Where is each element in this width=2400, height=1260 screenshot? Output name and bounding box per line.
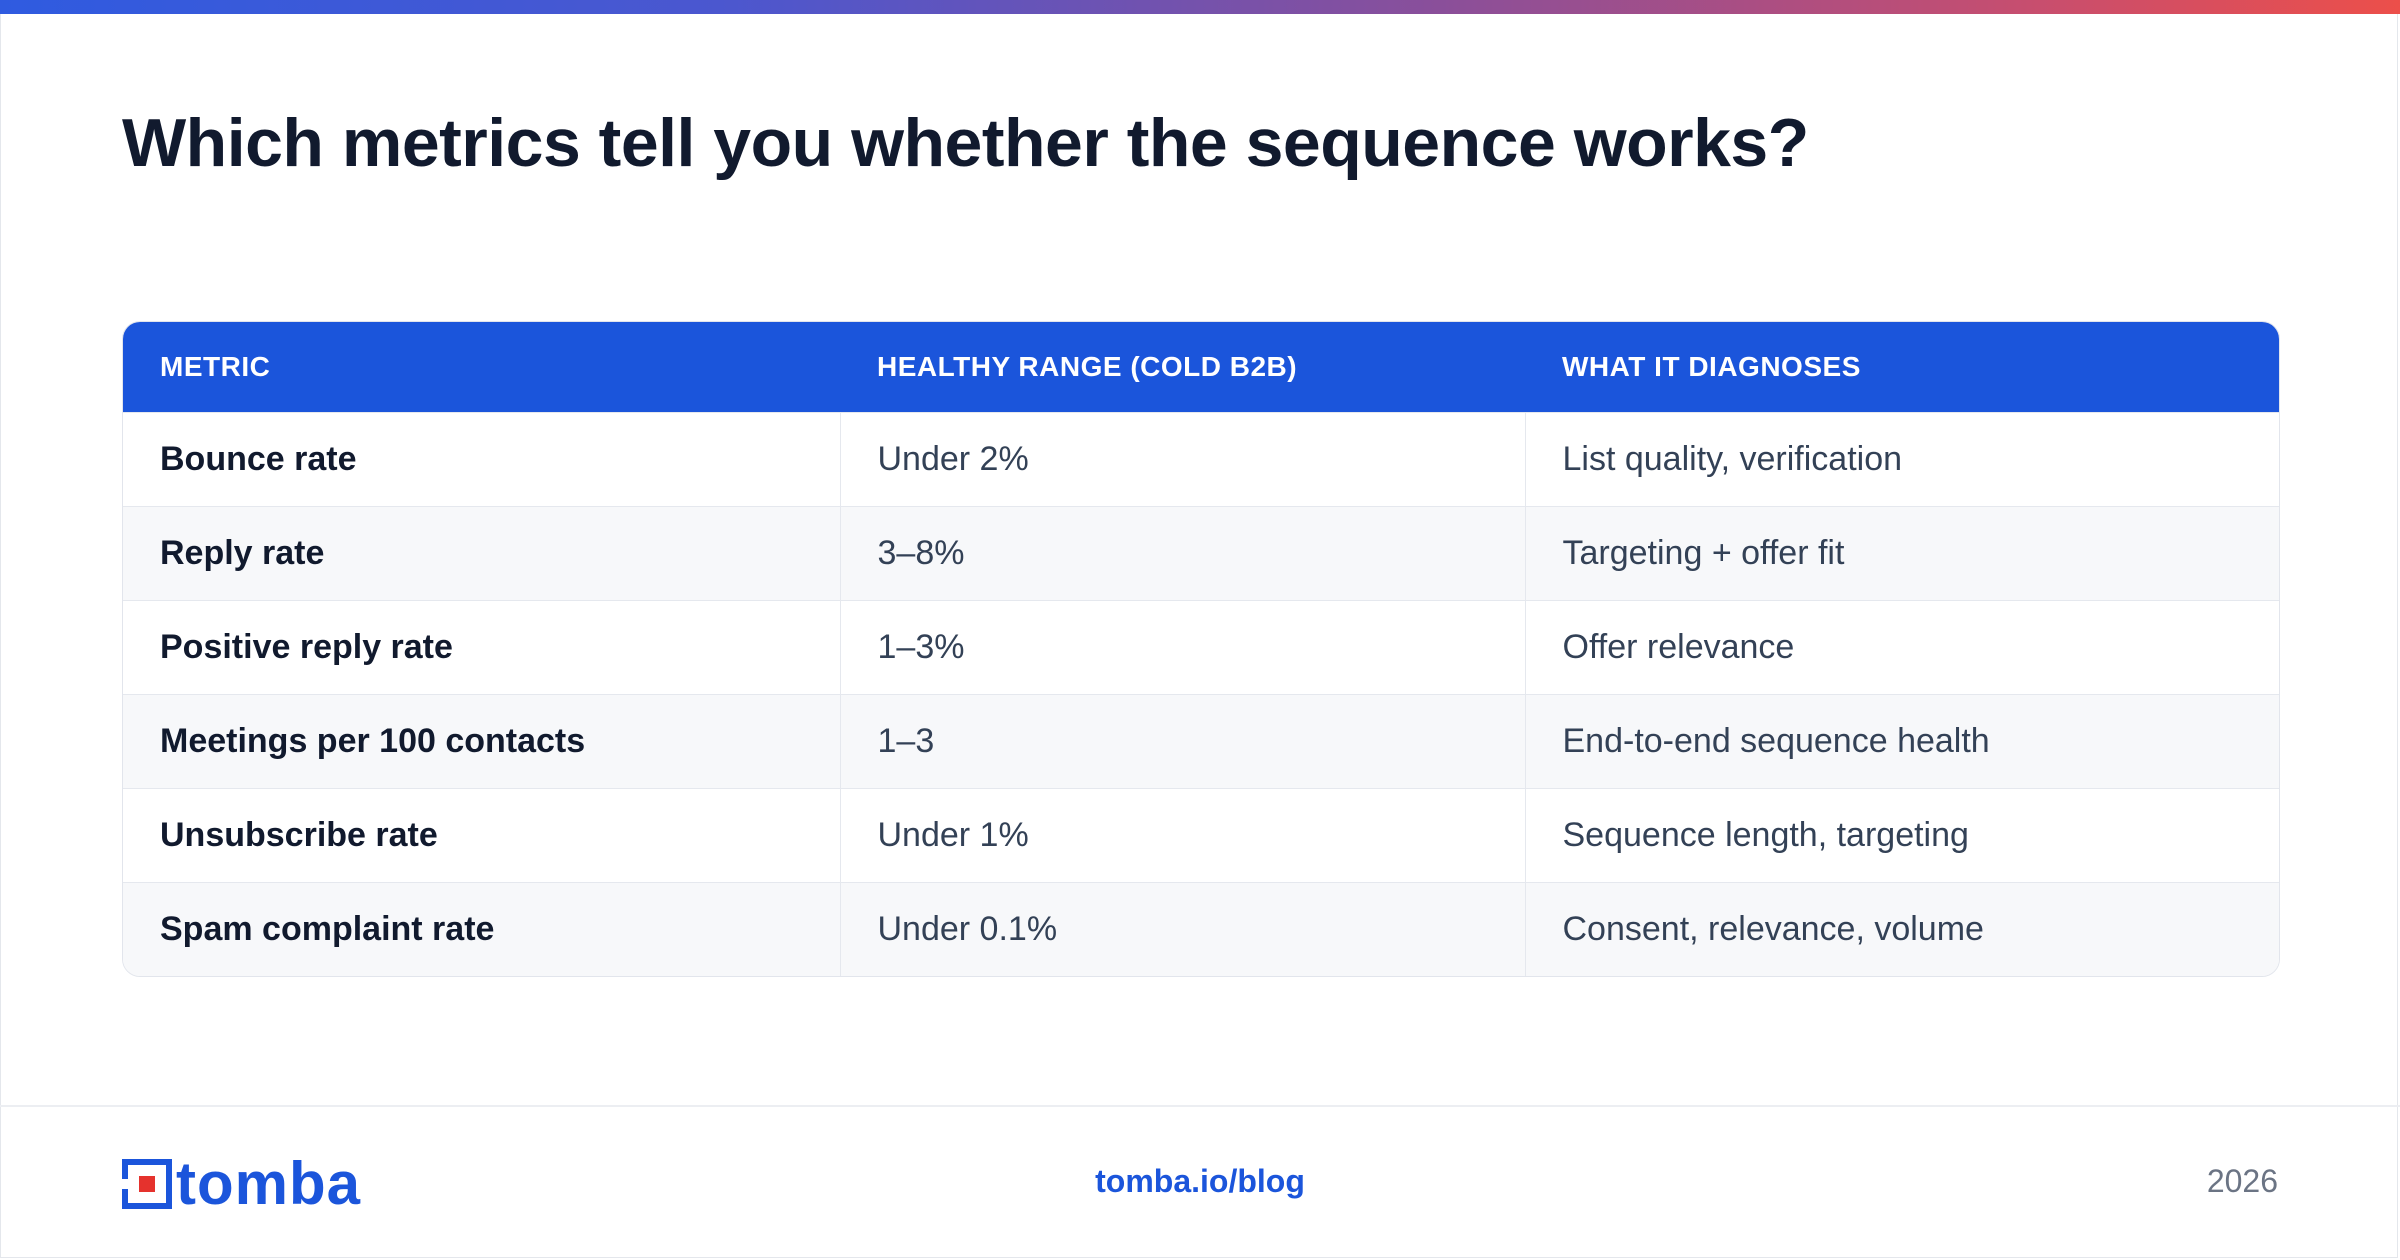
tomba-logo-mark-icon [122, 1159, 172, 1209]
diagnosis-cell: Offer relevance [1524, 599, 2279, 694]
metric-cell: Unsubscribe rate [123, 787, 840, 882]
metrics-table-card: METRIC HEALTHY RANGE (COLD B2B) WHAT IT … [122, 321, 2280, 977]
gradient-top-bar [0, 0, 2400, 14]
table-header-row: METRIC HEALTHY RANGE (COLD B2B) WHAT IT … [123, 322, 2279, 412]
tomba-logo[interactable]: tomba [122, 1150, 361, 1217]
diagnosis-cell: Sequence length, targeting [1524, 787, 2279, 882]
table-row: Unsubscribe rate Under 1% Sequence lengt… [123, 787, 2279, 882]
range-cell: 1–3% [839, 599, 1525, 694]
metric-cell: Meetings per 100 contacts [123, 693, 840, 788]
logo-wordmark: tomba [176, 1150, 361, 1217]
diagnosis-cell: End-to-end sequence health [1524, 693, 2279, 788]
column-header-healthy-range: HEALTHY RANGE (COLD B2B) [877, 350, 1298, 382]
footer-divider [0, 1105, 2400, 1107]
diagnosis-cell: Targeting + offer fit [1524, 505, 2279, 600]
range-cell: 3–8% [839, 505, 1525, 600]
range-cell: Under 1% [839, 787, 1525, 882]
metric-cell: Reply rate [123, 505, 840, 600]
blog-link[interactable]: tomba.io/blog [1095, 1163, 1305, 1199]
range-cell: Under 0.1% [839, 881, 1525, 976]
table-row: Spam complaint rate Under 0.1% Consent, … [123, 881, 2279, 976]
diagnosis-cell: Consent, relevance, volume [1524, 881, 2279, 976]
table-row: Positive reply rate 1–3% Offer relevance [123, 599, 2279, 694]
metric-cell: Bounce rate [123, 411, 840, 506]
range-cell: Under 2% [839, 411, 1525, 506]
metric-cell: Positive reply rate [123, 599, 840, 694]
metric-cell: Spam complaint rate [123, 881, 840, 976]
range-cell: 1–3 [839, 693, 1525, 788]
table-row: Bounce rate Under 2% List quality, verif… [123, 411, 2279, 506]
table-row: Meetings per 100 contacts 1–3 End-to-end… [123, 693, 2279, 788]
column-header-diagnoses: WHAT IT DIAGNOSES [1562, 350, 1861, 382]
metrics-table: METRIC HEALTHY RANGE (COLD B2B) WHAT IT … [123, 322, 2279, 976]
column-header-metric: METRIC [160, 350, 271, 382]
page-title: Which metrics tell you whether the seque… [122, 105, 1809, 181]
table-row: Reply rate 3–8% Targeting + offer fit [123, 505, 2279, 600]
footer-year: 2026 [2206, 1163, 2278, 1199]
diagnosis-cell: List quality, verification [1524, 411, 2279, 506]
